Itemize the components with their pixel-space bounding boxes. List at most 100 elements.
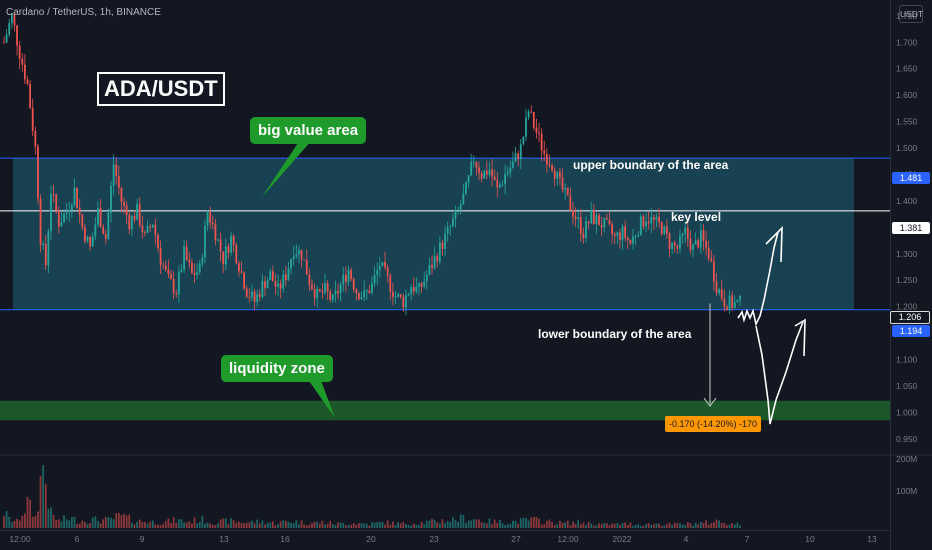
y-tick-label: 1.650	[896, 64, 918, 74]
pair-label: ADA/USDT	[97, 72, 225, 106]
candle-body	[180, 269, 183, 272]
y-tick-label: 1.750	[896, 11, 918, 21]
candle-body	[676, 245, 679, 249]
volume-bar	[449, 521, 452, 528]
volume-bar	[52, 514, 55, 528]
volume-bar	[668, 522, 671, 528]
candle-body	[232, 235, 235, 246]
candle-body	[224, 246, 227, 265]
volume-bar	[214, 525, 217, 528]
x-tick-label: 4	[684, 534, 689, 544]
candle-body	[496, 179, 499, 188]
candle-body	[81, 214, 84, 228]
symbol-header[interactable]: Cardano / TetherUS, 1h, BINANCE	[6, 7, 161, 18]
volume-bar	[329, 521, 332, 528]
candle-body	[689, 238, 692, 250]
volume-bar	[321, 520, 324, 528]
currency-badge[interactable]: USDT	[899, 5, 923, 23]
candle-body	[209, 212, 212, 223]
volume-bar	[16, 518, 18, 528]
candle-body	[123, 201, 125, 206]
volume-bar	[433, 519, 436, 528]
volume-bar	[634, 525, 637, 528]
volume-bar	[305, 525, 308, 528]
volume-bar	[188, 521, 191, 528]
volume-bar	[3, 516, 5, 528]
volume-bar	[31, 516, 34, 528]
volume-bar	[37, 511, 39, 528]
volume-bar	[639, 525, 642, 528]
volume-bar	[128, 514, 131, 528]
volume-bar	[284, 521, 287, 528]
volume-bar	[227, 524, 230, 528]
volume-bar	[632, 525, 634, 528]
candle-body	[715, 281, 718, 294]
volume-bar	[337, 522, 339, 528]
volume-bar	[391, 521, 394, 528]
volume-bar	[676, 523, 679, 528]
volume-bar	[84, 521, 86, 528]
candle-body	[639, 216, 642, 235]
candle-body	[425, 274, 428, 282]
volume-bar	[548, 519, 551, 528]
volume-bar	[217, 523, 219, 528]
projection-path-up	[737, 231, 779, 327]
candle-body	[206, 212, 209, 226]
volume-bar	[637, 524, 640, 528]
volume-bar	[316, 521, 319, 528]
candle-body	[660, 222, 663, 235]
volume-bar	[300, 520, 303, 528]
volume-bar	[459, 514, 462, 528]
candle-body	[702, 230, 705, 241]
volume-bar	[68, 520, 71, 528]
volume-bar	[496, 522, 499, 528]
candle-body	[399, 294, 402, 297]
candle-body	[159, 248, 162, 265]
volume-bar	[295, 520, 298, 528]
volume-bar	[78, 523, 81, 528]
volume-bar	[592, 525, 595, 528]
volume-bar	[47, 508, 50, 528]
candle-body	[217, 239, 219, 241]
volume-bar	[384, 524, 386, 528]
candle-body	[264, 281, 266, 289]
volume-bar	[363, 523, 366, 528]
candle-body	[723, 298, 726, 307]
liquidity-zone-band	[0, 400, 890, 421]
candle-body	[170, 274, 172, 279]
volume-bar	[65, 519, 68, 528]
x-tick-label: 9	[140, 534, 145, 544]
candle-body	[686, 227, 689, 239]
volume-bar	[102, 519, 105, 528]
volume-bar	[718, 520, 721, 528]
volume-bar	[559, 520, 561, 528]
y-tick-label: 1.050	[896, 381, 918, 391]
candle-body	[347, 270, 350, 283]
candle-body	[506, 172, 509, 175]
volume-bar	[201, 515, 204, 528]
candle-body	[540, 133, 543, 151]
candle-body	[65, 212, 68, 214]
volume-bar	[431, 518, 433, 528]
volume-bar	[21, 515, 24, 528]
candle-body	[566, 187, 569, 196]
candle-body	[44, 243, 47, 266]
candle-body	[290, 259, 292, 269]
volume-bar	[371, 522, 373, 528]
candle-body	[548, 164, 551, 166]
volume-bar	[44, 484, 47, 528]
volume-bar	[611, 523, 614, 528]
candle-body	[144, 232, 146, 233]
candle-body	[530, 111, 533, 113]
candle-body	[720, 289, 723, 299]
volume-bar	[264, 524, 266, 528]
volume-bar	[157, 524, 159, 528]
candle-body	[193, 273, 196, 276]
volume-bar	[230, 518, 232, 528]
candle-body	[311, 284, 313, 290]
candle-body	[509, 167, 512, 173]
candle-body	[266, 280, 269, 289]
volume-bar	[154, 524, 157, 528]
candle-body	[373, 275, 376, 284]
